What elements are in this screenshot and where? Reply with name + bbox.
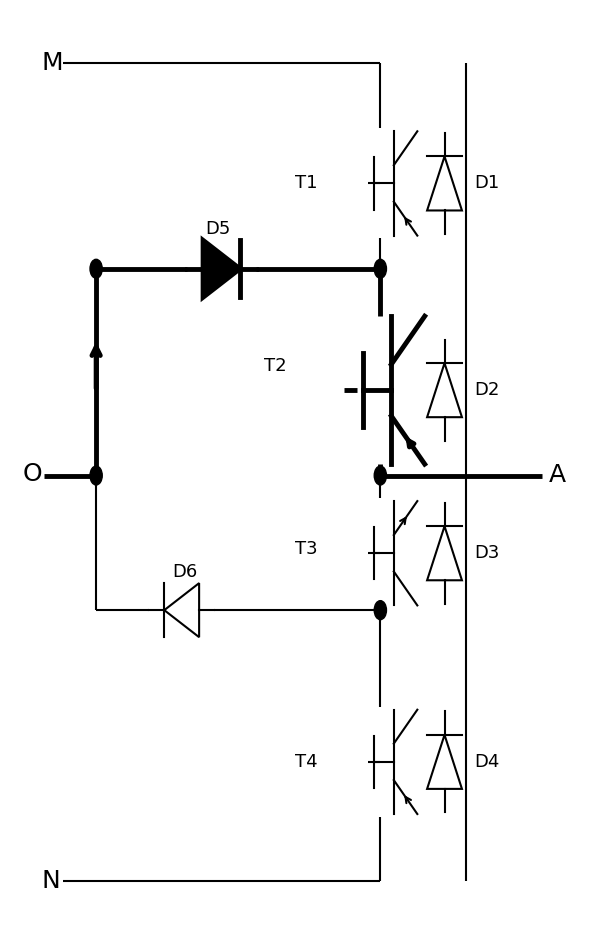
Text: D4: D4 bbox=[474, 753, 499, 771]
Text: N: N bbox=[41, 869, 60, 893]
Text: D5: D5 bbox=[206, 220, 231, 238]
Text: T4: T4 bbox=[295, 753, 317, 771]
Circle shape bbox=[375, 260, 386, 279]
Circle shape bbox=[375, 466, 386, 485]
Text: T2: T2 bbox=[264, 358, 287, 376]
Text: A: A bbox=[548, 463, 565, 488]
Text: O: O bbox=[23, 461, 42, 486]
Text: D6: D6 bbox=[172, 563, 197, 581]
Text: T1: T1 bbox=[295, 174, 317, 192]
Text: D3: D3 bbox=[474, 544, 499, 562]
Circle shape bbox=[90, 260, 103, 279]
Circle shape bbox=[90, 466, 103, 485]
Text: D2: D2 bbox=[474, 381, 499, 399]
Text: M: M bbox=[41, 51, 63, 75]
Circle shape bbox=[375, 601, 386, 620]
Text: D1: D1 bbox=[474, 174, 499, 192]
Polygon shape bbox=[203, 241, 239, 298]
Text: T3: T3 bbox=[295, 539, 317, 557]
